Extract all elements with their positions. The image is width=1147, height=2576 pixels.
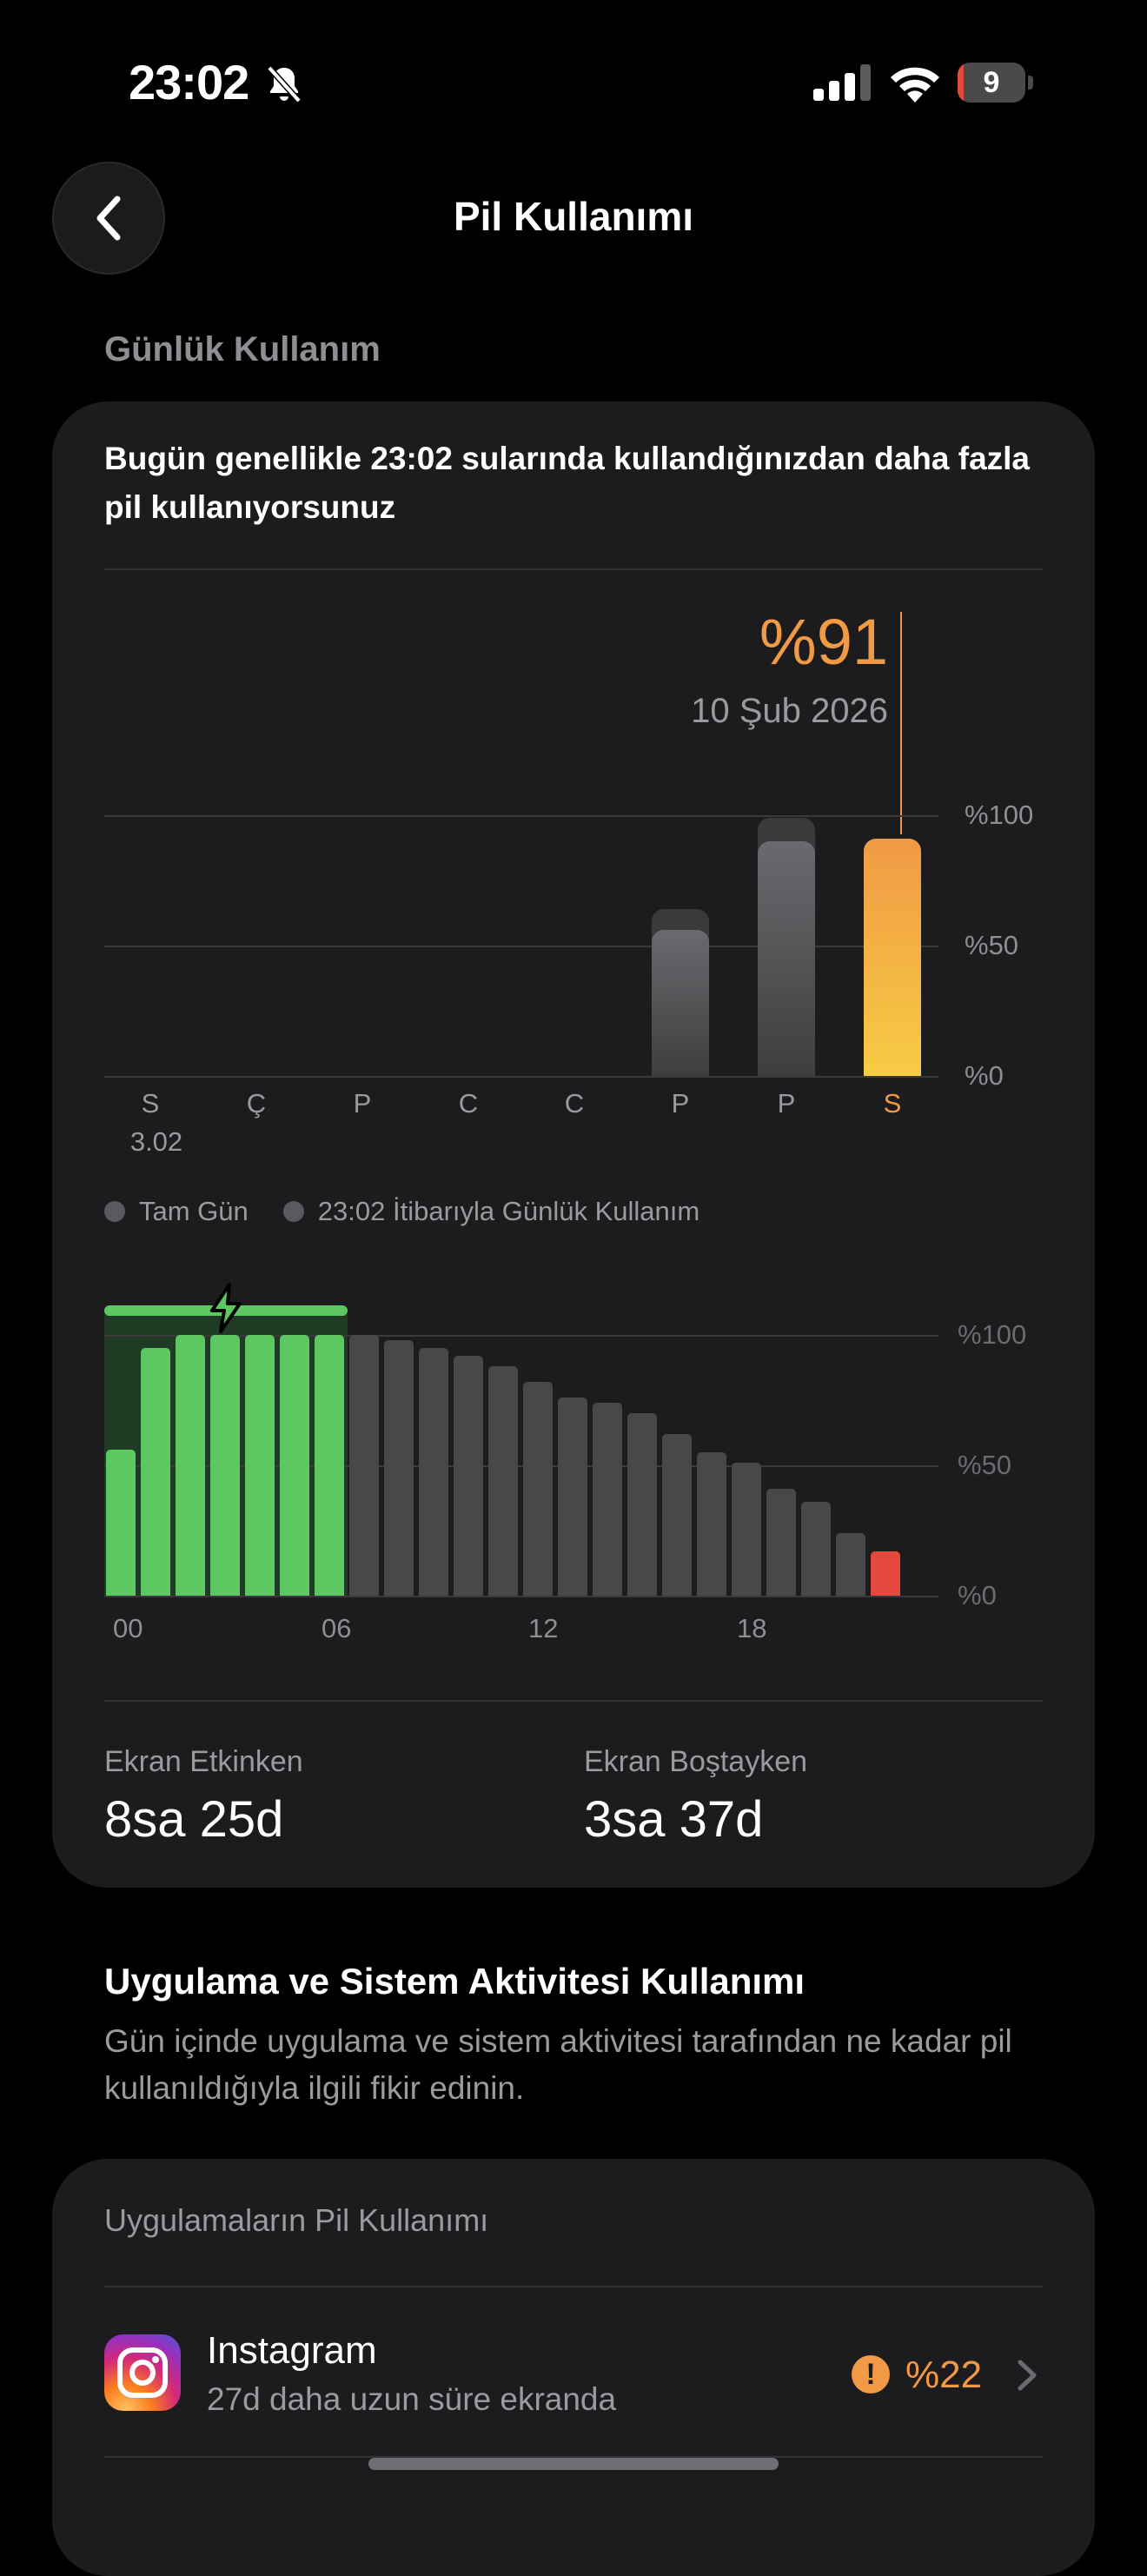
home-indicator	[368, 2458, 779, 2470]
hour-tick-06: 06	[322, 1613, 352, 1643]
hourly-bar	[419, 1348, 448, 1596]
hourly-grid-50	[104, 1465, 938, 1467]
hourly-grid-0	[104, 1596, 938, 1597]
weekly-day-label: P	[671, 1088, 690, 1119]
hourly-bar	[662, 1434, 692, 1596]
app-row-divider	[104, 2456, 1043, 2458]
legend-dot-until-now	[282, 1201, 304, 1222]
exclamation-circle-icon: !	[852, 2355, 890, 2393]
hourly-bar-charging	[280, 1335, 309, 1596]
cellular-signal-icon	[813, 64, 871, 101]
legend-until-now: 23:02 İtibarıyla Günlük Kullanım	[317, 1196, 700, 1226]
battery-tip	[1028, 76, 1033, 90]
hour-tick-18: 18	[737, 1613, 767, 1643]
charging-bolt-icon	[210, 1283, 242, 1333]
card-divider-top	[104, 568, 1043, 570]
hourly-bar-charging	[245, 1335, 275, 1596]
week-start-date: 3.02	[129, 1126, 183, 1157]
activity-title: Uygulama ve Sistem Aktivitesi Kullanımı	[104, 1961, 806, 2002]
hourly-bar	[836, 1533, 865, 1596]
hourly-bar-charging	[176, 1335, 205, 1596]
back-button[interactable]	[52, 162, 165, 275]
chevron-right-icon	[1018, 2360, 1037, 2391]
weekly-day-label: C	[564, 1088, 585, 1119]
hourly-bar	[697, 1452, 726, 1596]
app-card-divider	[104, 2286, 1043, 2287]
battery-fill	[958, 63, 965, 103]
hourly-bar	[384, 1340, 414, 1596]
legend-full-day: Tam Gün	[139, 1196, 249, 1226]
hourly-bar	[523, 1382, 553, 1596]
app-usage-title: Uygulamaların Pil Kullanımı	[104, 2202, 489, 2238]
hourly-y-tick-100: %100	[958, 1319, 1027, 1350]
hourly-bar-charging	[106, 1450, 136, 1596]
card-divider-bottom	[104, 1700, 1043, 1702]
battery-icon: 9	[958, 63, 1025, 103]
daily-section-label: Günlük Kullanım	[104, 330, 381, 368]
hourly-bar	[454, 1356, 483, 1596]
screen-on-label: Ekran Etkinken	[104, 1745, 303, 1778]
hourly-bar	[349, 1335, 379, 1596]
weekly-y-tick-50: %50	[965, 930, 1019, 960]
selected-date: 10 Şub 2026	[691, 692, 888, 730]
hourly-bar	[766, 1489, 796, 1596]
weekly-bar-selected[interactable]	[864, 839, 921, 1076]
weekly-bar-until-now[interactable]	[758, 841, 815, 1076]
hourly-bar-charging	[210, 1335, 240, 1596]
chevron-left-icon	[96, 196, 121, 241]
weekly-grid-100	[104, 815, 938, 817]
usage-headline: Bugün genellikle 23:02 sularında kulland…	[104, 441, 1031, 525]
bell-slash-icon	[267, 65, 302, 103]
hour-tick-00: 00	[113, 1613, 143, 1643]
hourly-bar	[627, 1413, 657, 1596]
hourly-y-tick-50: %50	[958, 1450, 1012, 1480]
app-percent: %22	[905, 2354, 983, 2396]
chart-legend: Tam Gün 23:02 İtibarıyla Günlük Kullanım	[104, 1196, 699, 1227]
instagram-glyph	[117, 2347, 168, 2398]
screen-on-value: 8sa 25d	[104, 1791, 284, 1848]
hourly-bar	[732, 1463, 761, 1596]
instagram-icon	[104, 2334, 181, 2411]
weekly-bar-until-now[interactable]	[652, 930, 709, 1076]
weekly-grid-50	[104, 946, 938, 947]
weekly-y-tick-100: %100	[965, 800, 1034, 830]
weekly-day-label: S	[141, 1088, 160, 1119]
hourly-bar-low	[871, 1551, 900, 1596]
weekly-grid-0	[104, 1076, 938, 1078]
weekly-day-label: S	[883, 1088, 902, 1119]
hourly-bar-charging	[141, 1348, 170, 1596]
hourly-y-tick-0: %0	[958, 1580, 997, 1610]
hourly-bar	[593, 1403, 622, 1596]
screen-off-value: 3sa 37d	[584, 1791, 764, 1848]
hourly-bar	[558, 1398, 587, 1596]
weekly-day-label: Ç	[246, 1088, 267, 1119]
hourly-grid-100	[104, 1335, 938, 1337]
app-detail: 27d daha uzun süre ekranda	[207, 2381, 617, 2417]
hourly-bar	[801, 1502, 831, 1596]
selected-value: %91	[759, 606, 888, 678]
page-title: Pil Kullanımı	[453, 194, 694, 239]
weekly-day-label: P	[777, 1088, 796, 1119]
hourly-bar-charging	[315, 1335, 344, 1596]
hour-tick-12: 12	[528, 1613, 559, 1643]
daily-usage-card	[52, 402, 1095, 1888]
hourly-bar	[488, 1366, 518, 1596]
weekly-day-label: P	[353, 1088, 372, 1119]
weekly-day-label: C	[458, 1088, 479, 1119]
app-name: Instagram	[207, 2329, 377, 2372]
screen-off-label: Ekran Boştayken	[584, 1745, 808, 1778]
wifi-icon	[891, 67, 939, 103]
selection-line	[900, 612, 902, 834]
legend-dot-full-day	[104, 1201, 125, 1222]
battery-level: 9	[983, 66, 1000, 99]
weekly-y-tick-0: %0	[965, 1060, 1004, 1091]
activity-subtitle: Gün içinde uygulama ve sistem aktivitesi…	[104, 2023, 1012, 2106]
battery-indicator: 9	[958, 63, 1034, 103]
status-time: 23:02	[129, 55, 249, 110]
